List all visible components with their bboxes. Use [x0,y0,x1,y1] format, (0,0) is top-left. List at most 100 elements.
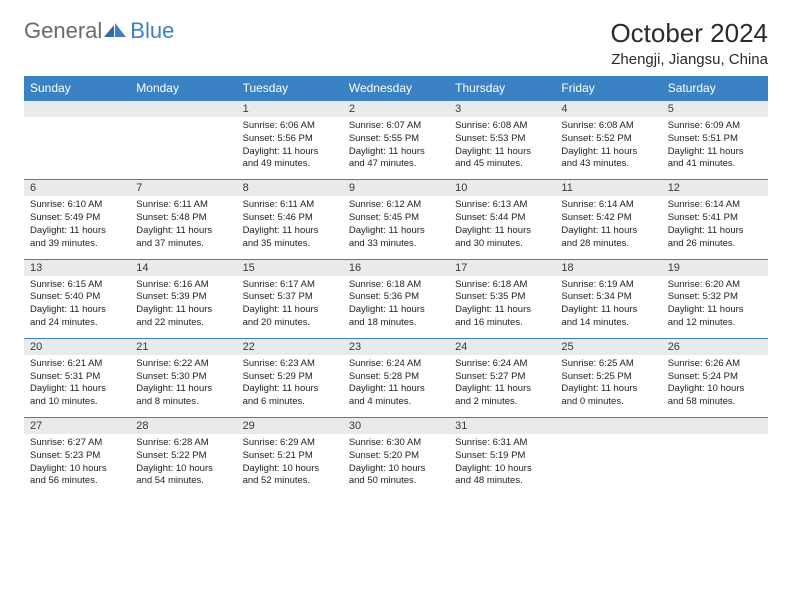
week-row: 6Sunrise: 6:10 AMSunset: 5:49 PMDaylight… [24,180,768,259]
sunset: Sunset: 5:22 PM [136,450,230,463]
daylight: Daylight: 11 hours and 47 minutes. [349,146,443,172]
daylight: Daylight: 11 hours and 41 minutes. [668,146,762,172]
day-number: 29 [237,418,343,434]
day-number: 13 [24,260,130,276]
day-body: Sunrise: 6:25 AMSunset: 5:25 PMDaylight:… [555,355,661,417]
day-number: 10 [449,180,555,196]
sunrise: Sunrise: 6:24 AM [349,358,443,371]
day-body: Sunrise: 6:28 AMSunset: 5:22 PMDaylight:… [130,434,236,496]
daylight: Daylight: 11 hours and 35 minutes. [243,225,337,251]
day-cell: 2Sunrise: 6:07 AMSunset: 5:55 PMDaylight… [343,101,449,180]
day-cell: 26Sunrise: 6:26 AMSunset: 5:24 PMDayligh… [662,338,768,417]
sunset: Sunset: 5:55 PM [349,133,443,146]
daylight: Daylight: 11 hours and 49 minutes. [243,146,337,172]
sunset: Sunset: 5:34 PM [561,291,655,304]
daylight: Daylight: 11 hours and 39 minutes. [30,225,124,251]
day-body: Sunrise: 6:24 AMSunset: 5:28 PMDaylight:… [343,355,449,417]
day-header: Saturday [662,76,768,101]
week-row: 20Sunrise: 6:21 AMSunset: 5:31 PMDayligh… [24,338,768,417]
day-cell [662,418,768,497]
day-cell: 12Sunrise: 6:14 AMSunset: 5:41 PMDayligh… [662,180,768,259]
sunset: Sunset: 5:27 PM [455,371,549,384]
brand-general: General [24,18,102,44]
day-cell: 18Sunrise: 6:19 AMSunset: 5:34 PMDayligh… [555,259,661,338]
sunset: Sunset: 5:21 PM [243,450,337,463]
day-cell: 30Sunrise: 6:30 AMSunset: 5:20 PMDayligh… [343,418,449,497]
day-cell: 14Sunrise: 6:16 AMSunset: 5:39 PMDayligh… [130,259,236,338]
day-body: Sunrise: 6:11 AMSunset: 5:46 PMDaylight:… [237,196,343,258]
sunrise: Sunrise: 6:06 AM [243,120,337,133]
day-header-row: Sunday Monday Tuesday Wednesday Thursday… [24,76,768,101]
day-body [555,434,661,478]
day-body: Sunrise: 6:19 AMSunset: 5:34 PMDaylight:… [555,276,661,338]
daylight: Daylight: 10 hours and 54 minutes. [136,463,230,489]
sunrise: Sunrise: 6:25 AM [561,358,655,371]
day-body: Sunrise: 6:29 AMSunset: 5:21 PMDaylight:… [237,434,343,496]
sunrise: Sunrise: 6:08 AM [561,120,655,133]
day-body: Sunrise: 6:30 AMSunset: 5:20 PMDaylight:… [343,434,449,496]
day-number: 31 [449,418,555,434]
day-body [662,434,768,478]
day-number: 9 [343,180,449,196]
sunset: Sunset: 5:19 PM [455,450,549,463]
sunset: Sunset: 5:49 PM [30,212,124,225]
daylight: Daylight: 11 hours and 24 minutes. [30,304,124,330]
sunset: Sunset: 5:29 PM [243,371,337,384]
sunset: Sunset: 5:52 PM [561,133,655,146]
day-number: 27 [24,418,130,434]
sunrise: Sunrise: 6:29 AM [243,437,337,450]
sunset: Sunset: 5:42 PM [561,212,655,225]
day-body: Sunrise: 6:16 AMSunset: 5:39 PMDaylight:… [130,276,236,338]
day-cell: 1Sunrise: 6:06 AMSunset: 5:56 PMDaylight… [237,101,343,180]
day-cell: 5Sunrise: 6:09 AMSunset: 5:51 PMDaylight… [662,101,768,180]
day-body: Sunrise: 6:09 AMSunset: 5:51 PMDaylight:… [662,117,768,179]
day-body: Sunrise: 6:11 AMSunset: 5:48 PMDaylight:… [130,196,236,258]
daylight: Daylight: 11 hours and 8 minutes. [136,383,230,409]
daylight: Daylight: 11 hours and 10 minutes. [30,383,124,409]
day-number: 18 [555,260,661,276]
sunset: Sunset: 5:28 PM [349,371,443,384]
day-body: Sunrise: 6:14 AMSunset: 5:42 PMDaylight:… [555,196,661,258]
day-cell: 4Sunrise: 6:08 AMSunset: 5:52 PMDaylight… [555,101,661,180]
brand-blue: Blue [130,18,174,44]
day-body: Sunrise: 6:18 AMSunset: 5:36 PMDaylight:… [343,276,449,338]
sunrise: Sunrise: 6:20 AM [668,279,762,292]
day-number: 20 [24,339,130,355]
day-cell: 25Sunrise: 6:25 AMSunset: 5:25 PMDayligh… [555,338,661,417]
day-body: Sunrise: 6:10 AMSunset: 5:49 PMDaylight:… [24,196,130,258]
sunset: Sunset: 5:56 PM [243,133,337,146]
sunrise: Sunrise: 6:21 AM [30,358,124,371]
day-header: Sunday [24,76,130,101]
day-number: 16 [343,260,449,276]
day-cell: 19Sunrise: 6:20 AMSunset: 5:32 PMDayligh… [662,259,768,338]
sunrise: Sunrise: 6:18 AM [455,279,549,292]
sunset: Sunset: 5:37 PM [243,291,337,304]
day-cell: 15Sunrise: 6:17 AMSunset: 5:37 PMDayligh… [237,259,343,338]
day-number: 24 [449,339,555,355]
daylight: Daylight: 11 hours and 33 minutes. [349,225,443,251]
day-number: 4 [555,101,661,117]
sunrise: Sunrise: 6:22 AM [136,358,230,371]
day-number: 3 [449,101,555,117]
day-body: Sunrise: 6:07 AMSunset: 5:55 PMDaylight:… [343,117,449,179]
day-cell [555,418,661,497]
location: Zhengji, Jiangsu, China [610,51,768,68]
sunrise: Sunrise: 6:18 AM [349,279,443,292]
day-body: Sunrise: 6:21 AMSunset: 5:31 PMDaylight:… [24,355,130,417]
daylight: Daylight: 11 hours and 2 minutes. [455,383,549,409]
day-body: Sunrise: 6:18 AMSunset: 5:35 PMDaylight:… [449,276,555,338]
sunset: Sunset: 5:46 PM [243,212,337,225]
sunrise: Sunrise: 6:14 AM [668,199,762,212]
sunrise: Sunrise: 6:23 AM [243,358,337,371]
daylight: Daylight: 11 hours and 0 minutes. [561,383,655,409]
sunrise: Sunrise: 6:11 AM [243,199,337,212]
day-body: Sunrise: 6:23 AMSunset: 5:29 PMDaylight:… [237,355,343,417]
day-number: 8 [237,180,343,196]
day-body: Sunrise: 6:20 AMSunset: 5:32 PMDaylight:… [662,276,768,338]
day-body: Sunrise: 6:12 AMSunset: 5:45 PMDaylight:… [343,196,449,258]
day-body: Sunrise: 6:06 AMSunset: 5:56 PMDaylight:… [237,117,343,179]
day-number: 23 [343,339,449,355]
day-cell: 31Sunrise: 6:31 AMSunset: 5:19 PMDayligh… [449,418,555,497]
sunset: Sunset: 5:36 PM [349,291,443,304]
sunrise: Sunrise: 6:28 AM [136,437,230,450]
